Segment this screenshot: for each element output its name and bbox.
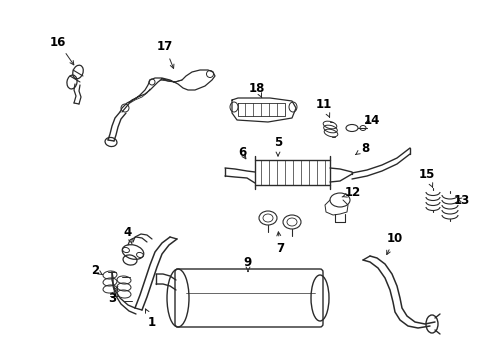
Text: 2: 2	[91, 264, 102, 276]
Text: 14: 14	[363, 113, 379, 126]
Text: 7: 7	[275, 232, 284, 255]
Text: 12: 12	[342, 186, 360, 199]
Text: 16: 16	[50, 36, 74, 65]
Text: 1: 1	[145, 309, 156, 328]
Text: 18: 18	[248, 81, 264, 98]
Text: 17: 17	[157, 40, 174, 68]
Text: 4: 4	[123, 225, 132, 244]
Text: 9: 9	[244, 256, 252, 271]
Text: 15: 15	[418, 168, 434, 187]
Text: 11: 11	[315, 99, 331, 117]
Text: 5: 5	[273, 136, 282, 156]
Text: 10: 10	[386, 231, 402, 255]
Text: 3: 3	[108, 286, 118, 305]
Text: 8: 8	[355, 141, 368, 154]
Text: 6: 6	[237, 147, 245, 159]
Text: 13: 13	[453, 194, 469, 207]
